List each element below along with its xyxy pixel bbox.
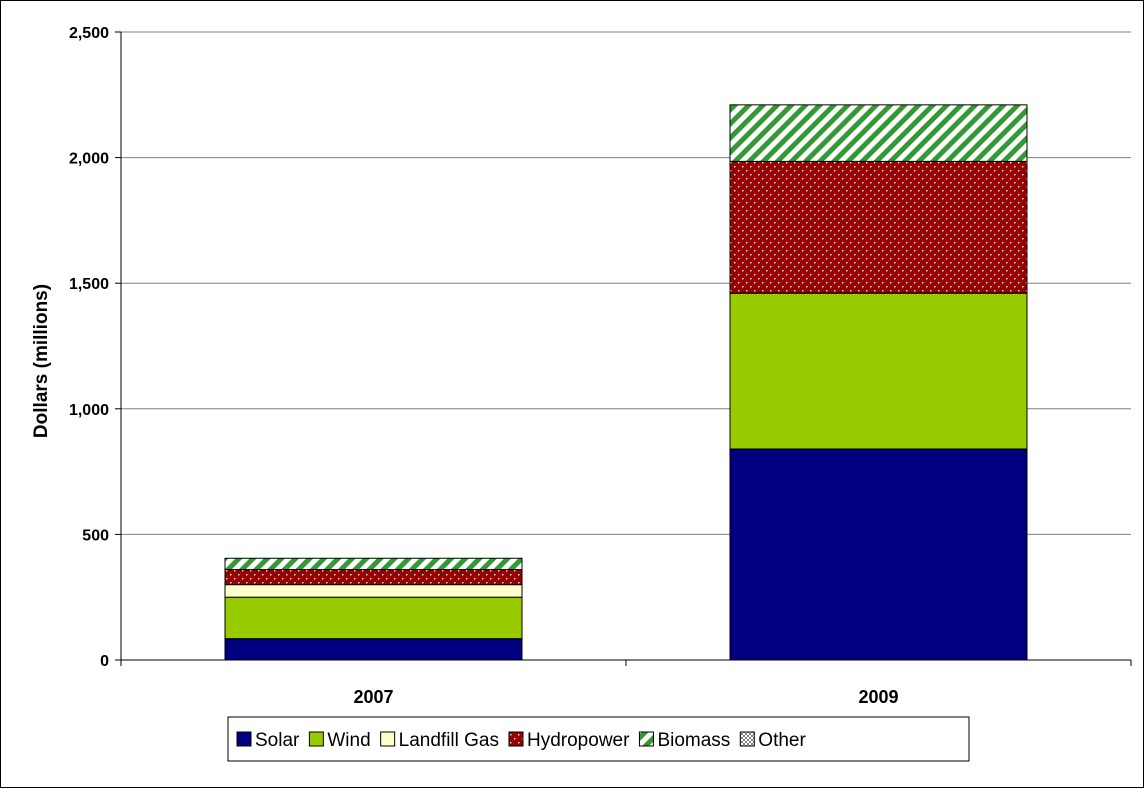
y-tick-label: 2,500 (69, 25, 109, 42)
x-tick-label: 2009 (858, 687, 898, 707)
y-tick-label: 1,000 (69, 402, 109, 419)
bar-segment-hydropower-2009 (729, 160, 1028, 294)
bar-segment-wind-2009 (729, 292, 1028, 450)
legend-swatch (380, 731, 396, 747)
legend-label: Solar (255, 730, 300, 751)
legend: Solar Wind Landfill Gas Hydropower Biomass Ot… (227, 716, 970, 762)
bar-segment-solar-2009 (729, 448, 1028, 661)
tick-labels: 0 500 1,000 1,500 2,000 2,500 2007 2009 (69, 25, 899, 707)
legend-label: Biomass (657, 730, 730, 751)
bar-segment-hydropower-2007 (224, 569, 523, 586)
bar-segment-biomass-2007 (224, 557, 523, 571)
bar-segment-biomass-2009 (729, 104, 1028, 162)
legend-box (227, 716, 970, 762)
y-tick-label: 0 (100, 653, 109, 670)
y-axis-title: Dollars (millions) (31, 284, 52, 438)
axes (115, 31, 1132, 666)
x-tick-label: 2007 (353, 687, 393, 707)
legend-label: Hydropower (527, 730, 630, 751)
legend-swatch (739, 731, 755, 747)
y-tick-label: 1,500 (69, 276, 109, 293)
legend-label: Landfill Gas (399, 730, 499, 751)
legend-swatch (308, 731, 324, 747)
bar-segment-landfill-gas-2007 (224, 584, 523, 598)
bar-segment-solar-2007 (224, 638, 523, 661)
y-tick-label: 500 (82, 527, 109, 544)
legend-label: Other (758, 730, 806, 751)
bars (224, 104, 1028, 661)
legend-label: Wind (327, 730, 370, 751)
legend-swatch (236, 731, 252, 747)
legend-swatch (638, 731, 654, 747)
y-tick-label: 2,000 (69, 151, 109, 168)
legend-swatch (508, 731, 524, 747)
bar-segment-wind-2007 (224, 596, 523, 640)
